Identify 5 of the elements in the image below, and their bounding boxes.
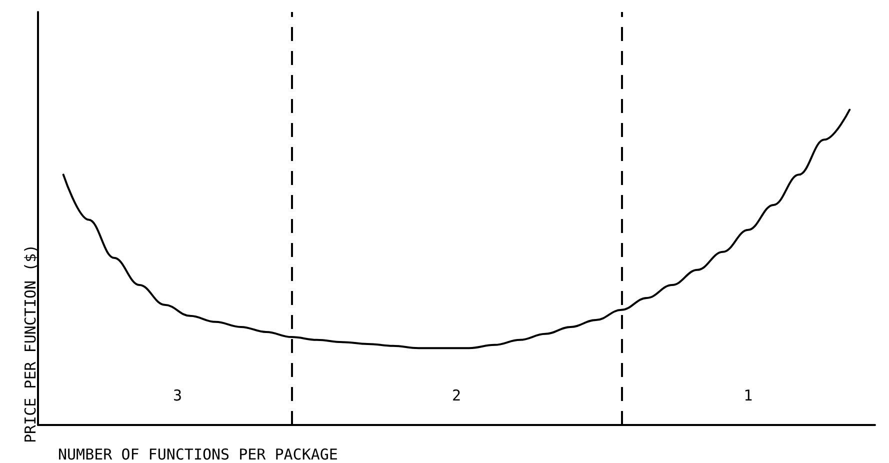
annotation: 3	[172, 386, 182, 404]
annotation: 1	[744, 386, 753, 404]
annotation: 2	[452, 386, 462, 404]
x-axis-title: NUMBER OF FUNCTIONS PER PACKAGE	[58, 446, 338, 463]
y-axis-title: PRICE PER FUNCTION ($)	[22, 244, 40, 443]
